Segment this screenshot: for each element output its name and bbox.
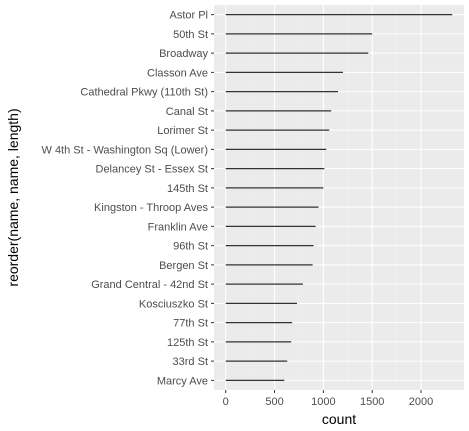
- y-axis-ticks: Astor Pl 50th St Broadway Classon Ave Cathed…: [42, 10, 214, 387]
- y-tick-label: 96th St: [173, 241, 208, 253]
- x-tick-label: 500: [265, 396, 283, 408]
- x-axis-title: count: [322, 411, 356, 427]
- y-tick-label: Bergen St: [159, 260, 208, 272]
- y-tick-label: 145th St: [167, 183, 208, 195]
- y-tick-label: Canal St: [166, 106, 208, 118]
- x-tick-label: 1000: [311, 396, 335, 408]
- y-tick-label: Astor Pl: [169, 10, 208, 22]
- y-tick-label: W 4th St - Washington Sq (Lower): [42, 144, 209, 156]
- plot-panel: [214, 5, 464, 390]
- y-tick-label: Lorimer St: [157, 125, 208, 137]
- x-tick-label: 0: [223, 396, 229, 408]
- y-tick-label: Delancey St - Essex St: [96, 164, 209, 176]
- x-tick-label: 1500: [360, 396, 384, 408]
- y-tick-label: 33rd St: [173, 356, 208, 368]
- y-axis-title: reorder(name, name, length): [5, 108, 21, 286]
- y-tick-label: Marcy Ave: [157, 375, 208, 387]
- y-tick-label: Broadway: [159, 48, 208, 60]
- y-tick-label: 50th St: [173, 29, 208, 41]
- y-tick-label: Franklin Ave: [148, 221, 208, 233]
- y-tick-label: Grand Central - 42nd St: [91, 279, 208, 291]
- x-axis-ticks: 0 500 1000 1500 2000: [223, 390, 433, 408]
- bars: [225, 14, 453, 381]
- y-tick-label: Kingston - Throop Aves: [94, 202, 208, 214]
- y-tick-label: Kosciuszko St: [139, 298, 208, 310]
- x-tick-label: 2000: [409, 396, 433, 408]
- y-tick-label: Cathedral Pkwy (110th St): [80, 87, 208, 99]
- y-tick-label: 77th St: [173, 318, 208, 330]
- y-tick-label: 125th St: [167, 337, 208, 349]
- y-tick-label: Classon Ave: [147, 67, 208, 79]
